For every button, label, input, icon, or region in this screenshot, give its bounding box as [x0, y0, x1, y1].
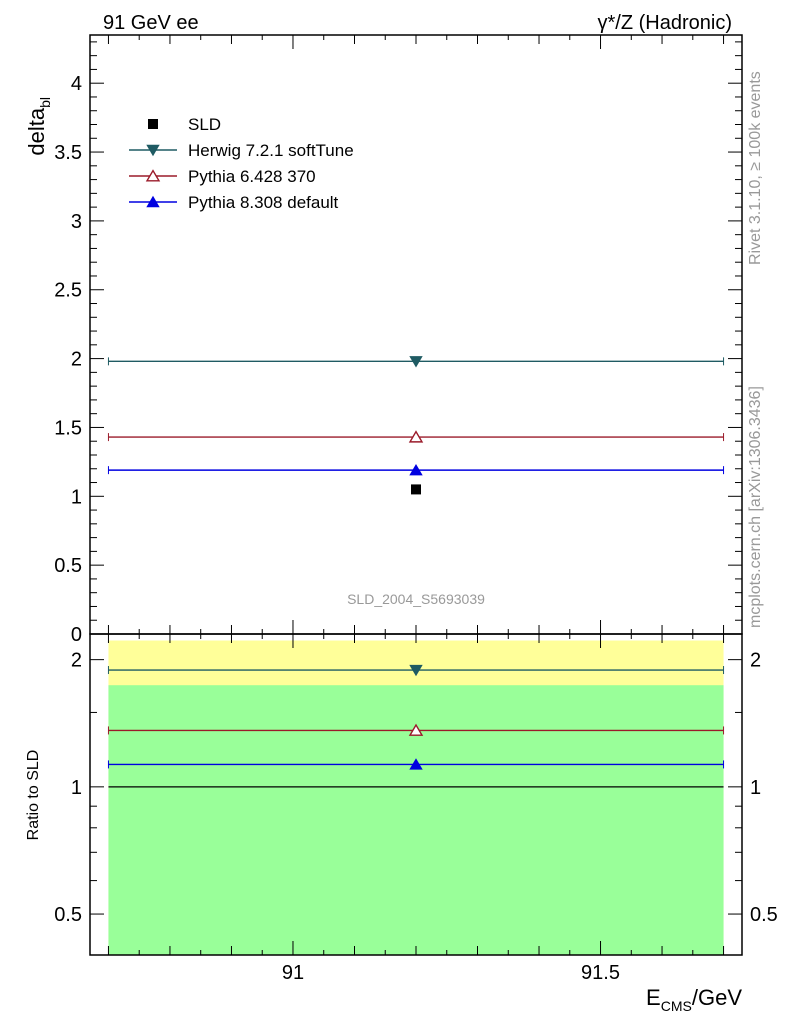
- axis-ticks: 0 0.5 1 1.5 2 2.5 3 3.5 4 91 91.5 0.5 0.5 1 1 2 2: [54, 35, 778, 984]
- main-y-tick-label: 4: [71, 73, 82, 95]
- main-y-tick-label: 1.5: [54, 417, 82, 439]
- pythia8-main-marker: [409, 463, 423, 476]
- x-tick-label: 91.5: [581, 962, 620, 984]
- main-y-tick-label: 0.5: [54, 555, 82, 577]
- legend-marker-data: [148, 119, 158, 129]
- legend-marker-pythia8: [146, 195, 160, 208]
- ratio-y-tick-label-right: 1: [750, 777, 761, 799]
- main-y-tick-label: 3.5: [54, 142, 82, 164]
- herwig-ratio-marker: [409, 664, 423, 677]
- main-y-tick-label: 0: [71, 624, 82, 646]
- rivet-version-label: Rivet 3.1.10, ≥ 100k events: [747, 71, 764, 265]
- ratio-bands: [108, 640, 724, 955]
- pythia6-ratio-marker: [408, 723, 424, 736]
- legend-marker-pythia6: [145, 169, 161, 182]
- main-y-tick-label: 2: [71, 349, 82, 371]
- legend-label-pythia6: Pythia 6.428 370: [188, 167, 316, 186]
- x-axis-title: ECMS/GeV: [646, 985, 742, 1014]
- data-series: [107, 356, 725, 770]
- data-main-marker: [411, 484, 421, 495]
- ratio-y-tick-label-right: 0.5: [750, 904, 778, 926]
- legend-label-data: SLD: [188, 115, 221, 134]
- ratio-y-tick-label-left: 1: [71, 777, 82, 799]
- y-axis-title-main: delta: [24, 107, 49, 155]
- source-label: mcplots.cern.ch [arXiv:1306.3436]: [747, 386, 764, 628]
- legend-label-pythia8: Pythia 8.308 default: [188, 193, 339, 212]
- ratio-y-tick-label-left: 0.5: [54, 904, 82, 926]
- ratio-y-tick-label-left: 2: [71, 650, 82, 672]
- x-tick-label: 91: [282, 962, 304, 984]
- y-axis-title: deltabl: [24, 97, 53, 156]
- x-axis-title-sub: CMS: [661, 998, 692, 1014]
- y-axis-title-sub: bl: [37, 97, 53, 108]
- main-y-tick-label: 3: [71, 211, 82, 233]
- pythia8-ratio-marker: [409, 758, 423, 770]
- analysis-watermark: SLD_2004_S5693039: [347, 591, 485, 607]
- main-y-tick-label: 1: [71, 486, 82, 508]
- legend-marker-herwig: [146, 144, 160, 157]
- herwig-main-marker: [409, 356, 423, 368]
- ratio-y-tick-label-right: 2: [750, 650, 761, 672]
- main-y-tick-label: 2.5: [54, 280, 82, 302]
- pythia6-main-marker: [408, 430, 424, 443]
- header-right-label: γ*/Z (Hadronic): [598, 12, 732, 34]
- x-axis-title-main: E: [646, 985, 661, 1010]
- legend-label-herwig: Herwig 7.2.1 softTune: [188, 141, 354, 160]
- header-left-label: 91 GeV ee: [103, 12, 199, 34]
- ratio-axis-title: Ratio to SLD: [25, 750, 42, 841]
- legend: SLD Herwig 7.2.1 softTune Pythia 6.428 370…: [129, 115, 354, 212]
- x-axis-title-tail: /GeV: [692, 985, 742, 1010]
